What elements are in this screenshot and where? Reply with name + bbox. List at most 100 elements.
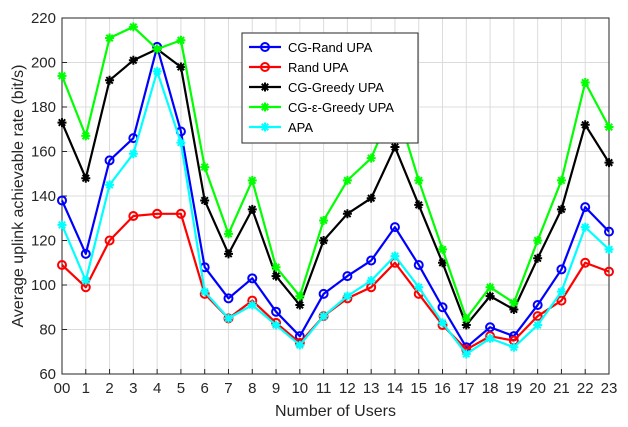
series-3	[57, 22, 614, 323]
x-tick-label: 23	[601, 380, 618, 397]
legend-label: APA	[288, 120, 313, 135]
series-line	[60, 48, 610, 327]
y-tick-label: 160	[31, 144, 56, 161]
data-point	[532, 311, 543, 322]
data-point	[390, 251, 400, 261]
legend-item: CG-Rand UPA	[249, 40, 373, 55]
data-point	[128, 211, 139, 222]
x-tick-label: 20	[529, 380, 546, 397]
data-point	[176, 138, 186, 148]
data-point	[604, 226, 614, 237]
legend-item: CG-Greedy UPA	[249, 80, 384, 95]
x-tick-label: 16	[434, 380, 451, 397]
data-point	[271, 306, 282, 317]
y-tick-label: 120	[31, 233, 56, 250]
data-point	[461, 313, 471, 323]
data-point	[260, 62, 270, 72]
series-line	[60, 45, 610, 349]
data-point	[556, 295, 567, 306]
data-point	[414, 282, 424, 292]
data-point	[260, 122, 270, 132]
series-line	[60, 70, 610, 356]
data-point	[247, 300, 257, 310]
data-point	[223, 293, 234, 304]
data-point	[580, 78, 590, 88]
x-tick-label: 6	[201, 380, 209, 397]
data-point	[128, 55, 138, 65]
data-point	[223, 229, 233, 239]
data-point	[260, 102, 270, 112]
data-point	[556, 264, 567, 275]
x-tick-label: 7	[224, 380, 232, 397]
data-point	[509, 298, 519, 308]
data-point	[223, 313, 233, 323]
x-tick-label: 18	[482, 380, 499, 397]
series-line	[60, 25, 610, 320]
y-tick-label: 220	[31, 10, 56, 27]
data-point	[104, 235, 115, 246]
x-tick-label: 15	[410, 380, 427, 397]
data-point	[128, 22, 138, 32]
data-point	[485, 333, 495, 343]
x-tick-label: 1	[82, 380, 90, 397]
data-point	[152, 208, 163, 219]
data-point	[295, 300, 305, 310]
legend-item: APA	[249, 120, 313, 135]
x-tick-label: 00	[54, 380, 71, 397]
data-point	[509, 304, 519, 314]
data-point	[342, 291, 352, 301]
data-point	[366, 255, 377, 266]
data-point	[390, 142, 400, 152]
data-point	[438, 318, 448, 328]
y-tick-label: 60	[39, 366, 56, 383]
data-point	[389, 222, 400, 233]
data-point	[80, 248, 91, 259]
legend-label: CG-ε-Greedy UPA	[288, 100, 394, 115]
data-point	[438, 244, 448, 254]
data-point	[532, 300, 543, 311]
data-point	[57, 71, 67, 81]
data-point	[319, 311, 329, 321]
data-point	[247, 175, 257, 185]
x-tick-label: 10	[291, 380, 308, 397]
y-tick-label: 100	[31, 277, 56, 294]
data-point	[176, 62, 186, 72]
data-point	[105, 180, 115, 190]
data-point	[580, 222, 590, 232]
data-point	[533, 320, 543, 330]
data-point	[271, 320, 281, 330]
x-tick-label: 14	[387, 380, 404, 397]
data-point	[105, 75, 115, 85]
data-point	[81, 276, 91, 286]
y-tick-label: 80	[39, 322, 56, 339]
data-point	[81, 173, 91, 183]
data-point	[57, 220, 67, 230]
data-point	[366, 276, 376, 286]
data-point	[200, 195, 210, 205]
x-tick-label: 2	[105, 380, 113, 397]
data-point	[485, 282, 495, 292]
data-point	[176, 35, 186, 45]
x-tick-label: 5	[177, 380, 185, 397]
data-point	[604, 244, 614, 254]
data-point	[366, 193, 376, 203]
y-tick-label: 180	[31, 99, 56, 116]
data-point	[175, 208, 186, 219]
data-point	[128, 149, 138, 159]
data-point	[580, 257, 591, 268]
y-axis-label: Average uplink achievable rate (bit/s)	[10, 65, 27, 328]
x-tick-label: 13	[363, 380, 380, 397]
legend-label: CG-Greedy UPA	[288, 80, 384, 95]
data-point	[509, 342, 519, 352]
legend-label: Rand UPA	[288, 60, 349, 75]
legend-item: CG-ε-Greedy UPA	[249, 100, 394, 115]
data-point	[414, 200, 424, 210]
data-point	[580, 202, 591, 213]
x-tick-label: 21	[553, 380, 570, 397]
data-point	[295, 340, 305, 350]
x-tick-label: 3	[129, 380, 137, 397]
data-point	[604, 158, 614, 168]
x-tick-label: 22	[577, 380, 594, 397]
